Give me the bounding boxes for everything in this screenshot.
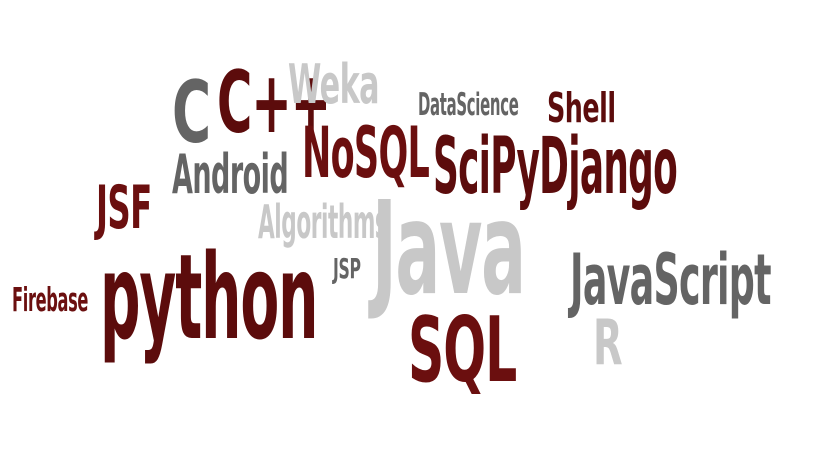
word-algorithms: Algorithms (258, 195, 388, 249)
word-nosql: NoSQL (302, 112, 430, 194)
word-cplusplus: C++ (217, 53, 331, 153)
word-weka: Weka (288, 53, 379, 116)
word-datascience: DataScience (418, 87, 519, 123)
word-sql: SQL (408, 298, 517, 403)
word-jsp: JSP (333, 252, 361, 285)
word-jsf: JSF (96, 173, 152, 243)
word-r: R (593, 306, 623, 379)
word-python: python (100, 228, 318, 366)
word-c: C (172, 63, 211, 163)
word-javascript: JavaScript (570, 239, 772, 321)
word-firebase: Firebase (12, 280, 89, 319)
word-shell: Shell (547, 84, 616, 132)
word-android: Android (172, 143, 289, 206)
word-java: Java (372, 175, 526, 324)
word-scipydjango: SciPyDjango (433, 122, 678, 212)
